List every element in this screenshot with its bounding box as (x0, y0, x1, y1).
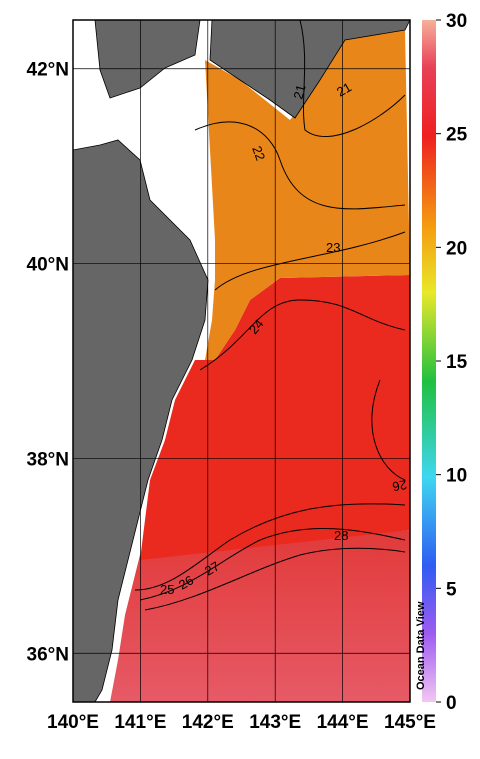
contour-label: 26 (176, 572, 196, 592)
colorbar-label: 25 (446, 125, 468, 146)
x-tick-label: 140°E (47, 712, 99, 733)
x-tick-label: 145°E (384, 712, 436, 733)
colorbar-label: 15 (446, 352, 468, 373)
x-tick-label: 143°E (249, 712, 301, 733)
ocean-warm (110, 530, 410, 702)
colorbar-label: 5 (446, 579, 457, 600)
watermark: Ocean Data View (415, 601, 427, 690)
x-tick-label: 144°E (317, 712, 369, 733)
colorbar-label: 10 (446, 466, 467, 487)
contour-label: 28 (334, 528, 348, 543)
map-frame (72, 19, 411, 703)
contour-line (194, 121, 406, 210)
contour-line (134, 503, 406, 591)
contour-label: 23 (326, 240, 340, 255)
contour-line (371, 379, 406, 481)
contour-label: 25 (160, 582, 174, 597)
contour-label: 21 (290, 83, 308, 101)
colorbar-label: 30 (446, 11, 467, 32)
contour-line (299, 19, 406, 137)
x-tick-label: 142°E (182, 712, 234, 733)
y-tick-label: 42°N (27, 60, 69, 81)
contour-line (139, 528, 406, 601)
colorbar (422, 20, 436, 702)
y-tick-label: 36°N (27, 644, 69, 665)
colorbar-label: 0 (446, 693, 457, 714)
y-tick-label: 38°N (27, 449, 69, 470)
x-tick-label: 141°E (114, 712, 166, 733)
contour-label: 22 (249, 144, 268, 163)
y-tick-label: 40°N (27, 255, 69, 276)
contour-line (199, 299, 406, 371)
contour-label: 27 (202, 558, 222, 578)
contour-label: 21 (334, 79, 354, 99)
colorbar-label: 20 (446, 238, 467, 259)
land (94, 19, 201, 99)
ocean-orange (205, 30, 410, 360)
contour-line (214, 231, 406, 291)
contour-line (144, 547, 406, 611)
map-area: 21 21 22 23 24 25 26 27 28 26 (72, 19, 411, 703)
contour-label: 26 (391, 477, 408, 494)
